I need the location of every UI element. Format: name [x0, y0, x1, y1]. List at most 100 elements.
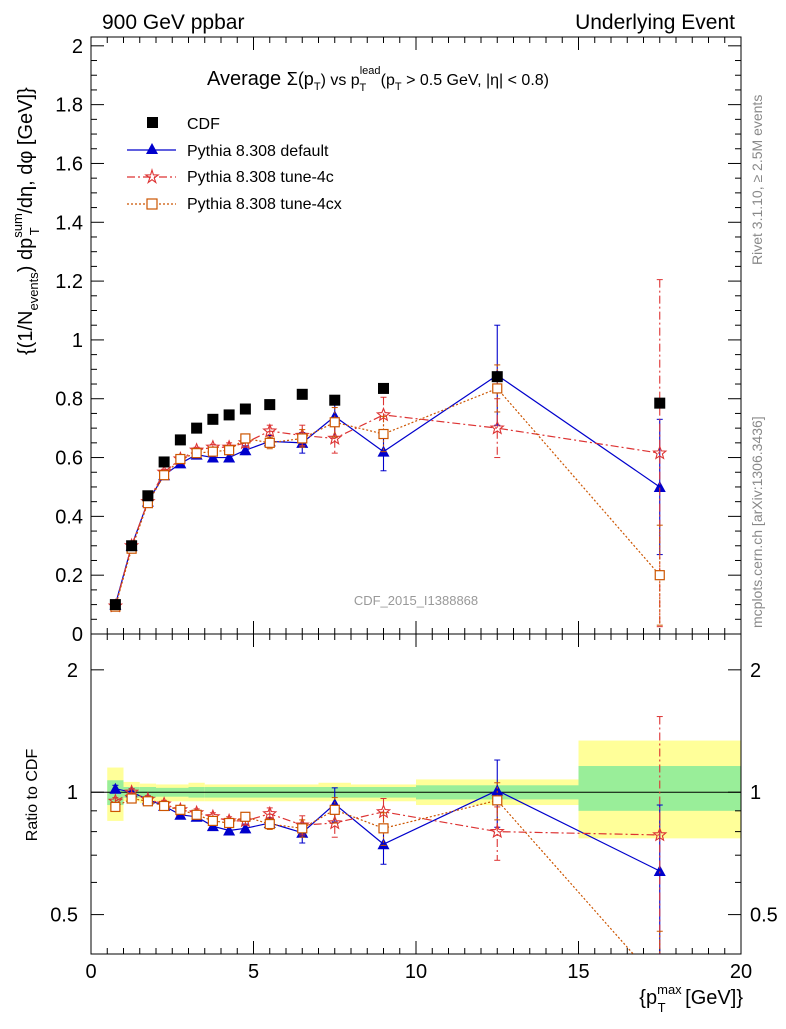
main-point-cdf — [142, 490, 154, 502]
main-point-tune4cx — [159, 470, 170, 481]
ratio-point-default — [109, 782, 122, 794]
main-point-tune4c — [327, 430, 343, 445]
ratio-uncertainty-bands — [107, 740, 741, 839]
main-y-axis-label: {(1/Nevents) dpsum T /dη, dφ [GeV]} — [10, 87, 42, 355]
ratio-point-tune4cx — [224, 817, 235, 829]
ratio-y-tick-label-right: 2 — [750, 660, 761, 682]
axis-tick-labels: 0 5 10 15 20 0 0.2 0.4 0.6 0.8 1 1.2 1.4 1.6 1.8 2 0.5 0.… — [50, 36, 778, 983]
main-line-tune4cx — [114, 387, 661, 607]
xlabel-a-sub: T — [658, 1000, 666, 1015]
rivet-side-label: Rivet 3.1.10, ≥ 2.5M events — [749, 95, 765, 265]
ratio-point-tune4c — [489, 823, 505, 839]
ratio-point-default — [491, 784, 504, 796]
main-y-tick-label: 2 — [72, 36, 83, 58]
axis-ticks — [90, 37, 742, 954]
main-point-cdf — [191, 422, 203, 434]
x-axis-label: {pmax T [GeV]} — [639, 982, 743, 1015]
ratio-y-tick-label-left: 0.5 — [50, 905, 78, 927]
xlabel-a-sup: max — [657, 982, 682, 997]
x-tick-label: 20 — [730, 961, 752, 983]
ratio-point-default — [239, 822, 252, 834]
main-point-tune4cx — [224, 445, 235, 456]
xlabel-b: [GeV]} — [680, 987, 744, 1009]
main-series-layer — [107, 279, 668, 628]
ylabel-a: {(1/N — [15, 311, 37, 355]
ylabel-b: ) dp — [15, 238, 37, 272]
title-cut-rest: > 0.5 GeV, |η| < 0.8) — [402, 72, 549, 89]
main-y-tick-label: 0.4 — [55, 506, 83, 528]
main-point-tune4cx — [240, 433, 251, 444]
main-point-cdf — [158, 456, 170, 468]
x-tick-label: 15 — [567, 961, 589, 983]
main-y-tick-label: 1.2 — [55, 271, 83, 293]
title-lead-sub: T — [359, 82, 366, 94]
main-point-default — [239, 444, 252, 456]
main-y-tick-label: 0.8 — [55, 389, 83, 411]
ylabel-b-sup: sum — [10, 213, 25, 238]
plot-title: Average Σ(pT) vs plead T (pT > 0.5 GeV, |… — [207, 65, 549, 94]
main-point-tune4cx — [378, 428, 389, 440]
main-line-default — [114, 374, 661, 605]
ratio-point-tune4c — [327, 814, 343, 830]
ratio-point-default — [223, 824, 236, 836]
main-point-cdf — [491, 371, 503, 383]
main-point-default — [653, 480, 666, 492]
ratio-point-tune4cx — [378, 823, 389, 834]
ratio-point-tune4cx — [110, 801, 121, 813]
legend-marker-default — [146, 143, 158, 154]
main-point-cdf — [378, 382, 389, 394]
ratio-point-tune4cx — [142, 796, 153, 807]
x-tick-label: 0 — [85, 961, 96, 983]
ylabel-a-sub: events — [26, 272, 41, 311]
main-point-default — [223, 451, 236, 463]
ratio-y-tick-label-right: 0.5 — [750, 905, 778, 927]
ratio-line-tune4c — [115, 791, 660, 836]
ratio-point-tune4cx — [207, 815, 218, 827]
ratio-line-tune4cx — [115, 797, 635, 954]
main-point-cdf — [296, 388, 308, 400]
header-left: 900 GeV ppbar — [102, 11, 244, 34]
ratio-point-tune4cx — [240, 811, 251, 822]
ratio-y-tick-label-left: 1 — [67, 782, 78, 804]
ratio-y-axis-label: Ratio to CDF — [24, 749, 41, 842]
main-point-tune4cx — [191, 448, 202, 459]
x-tick-label: 5 — [248, 961, 259, 983]
legend-label-cdf: CDF — [187, 116, 220, 133]
main-point-cdf — [126, 540, 138, 552]
ratio-point-tune4cx — [264, 818, 275, 830]
title-lead-sup: lead — [360, 65, 381, 77]
legend-label-tune4cx: Pythia 8.308 tune-4cx — [187, 196, 342, 213]
legend-label-tune4c: Pythia 8.308 tune-4c — [187, 169, 334, 186]
main-point-cdf — [223, 409, 235, 421]
ratio-point-tune4cx — [297, 823, 308, 834]
ratio-point-tune4cx — [492, 795, 503, 806]
main-point-tune4cx — [264, 437, 275, 448]
main-y-tick-label: 1.8 — [55, 95, 83, 117]
main-point-cdf — [329, 394, 341, 406]
ratio-point-default — [653, 865, 666, 877]
main-point-tune4c — [489, 420, 505, 435]
legend-marker-tune4c — [144, 168, 160, 184]
main-point-cdf — [264, 399, 276, 411]
ratio-y-tick-label-left: 2 — [67, 660, 78, 682]
main-point-default — [206, 451, 219, 463]
legend: CDF Pythia 8.308 default Pythia 8.308 tu… — [127, 116, 342, 213]
ratio-point-default — [377, 838, 390, 850]
legend-marker-cdf — [147, 117, 158, 128]
ylabel-b-sub: T — [27, 227, 42, 235]
main-point-tune4cx — [297, 433, 308, 444]
ratio-point-tune4cx — [126, 793, 137, 804]
title-cut-sub: T — [395, 81, 402, 93]
ratio-point-tune4cx — [175, 804, 186, 815]
legend-label-default: Pythia 8.308 default — [187, 143, 329, 160]
main-y-tick-label: 0.2 — [55, 565, 83, 587]
main-point-cdf — [109, 599, 121, 611]
title-vs: ) vs p — [321, 72, 360, 89]
ratio-point-tune4cx — [329, 804, 340, 815]
main-point-tune4cx — [654, 570, 665, 581]
main-y-tick-label: 1.4 — [55, 212, 83, 234]
x-tick-label: 10 — [405, 961, 427, 983]
main-point-cdf — [654, 397, 666, 409]
